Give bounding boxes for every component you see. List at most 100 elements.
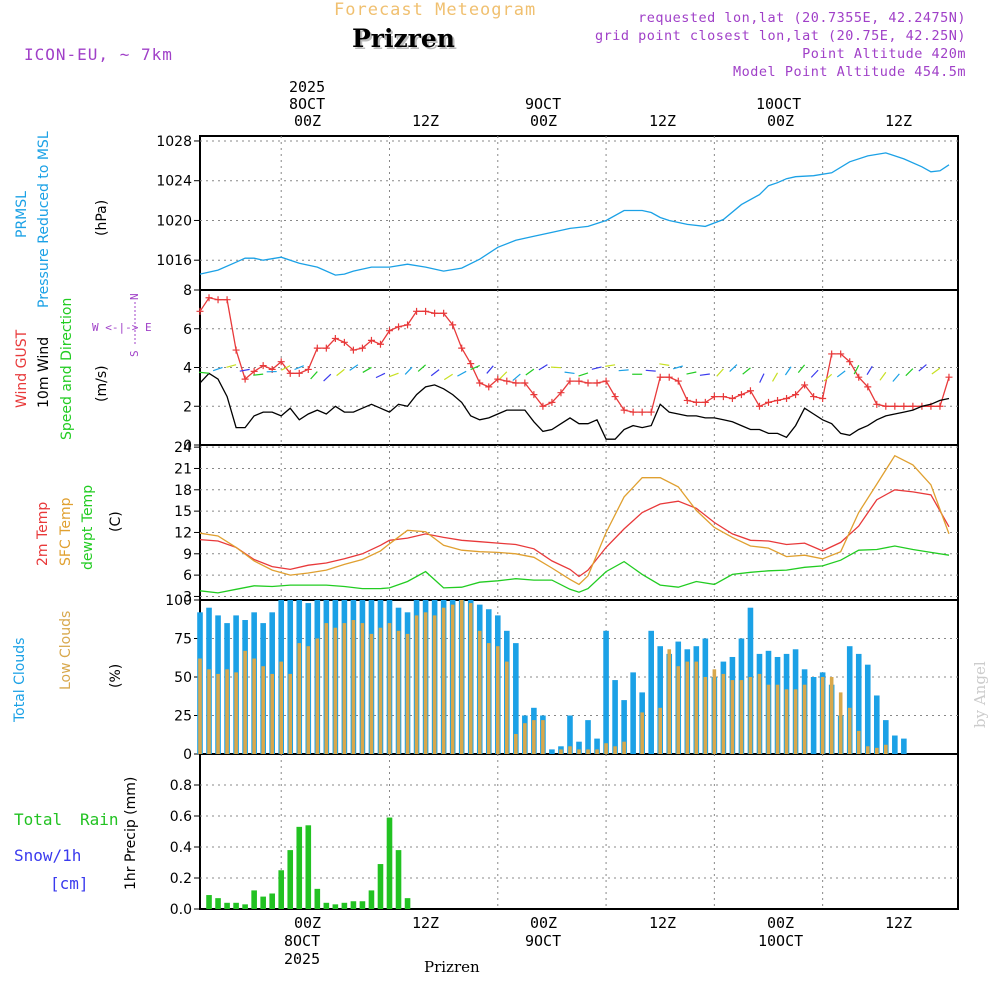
rain-bar bbox=[215, 898, 221, 909]
low-cloud-bar bbox=[324, 623, 329, 754]
gust-marker bbox=[728, 395, 736, 402]
gust-marker bbox=[223, 296, 231, 304]
y-tick-label: 6 bbox=[183, 568, 192, 584]
rain-bar bbox=[278, 870, 285, 909]
gust-marker bbox=[656, 373, 664, 381]
total-cloud-bar bbox=[901, 738, 907, 754]
low-cloud-bar bbox=[784, 689, 789, 754]
y-tick-label: 2 bbox=[183, 399, 192, 415]
wind-direction-arrow bbox=[404, 366, 413, 375]
y-tick-label: 0 bbox=[183, 747, 192, 763]
series-line-dewpt-temp bbox=[199, 545, 950, 594]
wind-direction-arrow bbox=[239, 368, 250, 372]
low-cloud-bar bbox=[450, 604, 455, 754]
low-cloud-bar bbox=[748, 677, 753, 754]
gust-marker bbox=[710, 393, 718, 401]
gust-marker bbox=[196, 307, 204, 315]
low-cloud-bar bbox=[505, 661, 509, 754]
gust-marker bbox=[864, 383, 872, 391]
watermark: by Angel bbox=[971, 661, 989, 728]
low-cloud-bar bbox=[207, 669, 211, 754]
rain-bar bbox=[260, 896, 266, 909]
low-cloud-bar bbox=[369, 633, 374, 754]
rain-bar bbox=[305, 825, 312, 909]
gust-marker bbox=[557, 389, 565, 397]
gust-marker bbox=[286, 369, 294, 377]
y-tick-label: 1020 bbox=[156, 213, 192, 229]
wind-direction-arrow bbox=[362, 366, 372, 373]
wind-direction-arrow bbox=[470, 364, 480, 371]
low-cloud-bar bbox=[703, 677, 708, 754]
gust-marker bbox=[358, 344, 366, 352]
gust-marker bbox=[349, 346, 357, 354]
top-tick-label: 00Z bbox=[767, 112, 795, 130]
gust-marker bbox=[674, 377, 682, 385]
rain-bar bbox=[233, 902, 239, 909]
gust-marker bbox=[548, 398, 556, 406]
requested-coords: requested lon,lat (20.7355E, 42.2475N) bbox=[638, 10, 966, 26]
low-cloud-bar bbox=[342, 623, 347, 754]
series-line-2m-temp bbox=[199, 489, 950, 578]
low-cloud-bar bbox=[514, 733, 518, 754]
gust-marker bbox=[304, 365, 312, 373]
clouds-total-label: Total Clouds bbox=[12, 638, 28, 723]
rain-bar bbox=[404, 898, 411, 909]
low-cloud-bar bbox=[865, 746, 870, 754]
clouds-low-label: Low Clouds bbox=[58, 611, 74, 690]
wind-unit-label: (m/s) bbox=[94, 365, 110, 402]
low-cloud-bar bbox=[712, 669, 717, 754]
gust-marker bbox=[476, 379, 484, 387]
bottom-tick-label: 00Z bbox=[767, 914, 795, 932]
rain-bar bbox=[314, 888, 321, 909]
wind-direction-arrow bbox=[673, 365, 683, 370]
gust-marker bbox=[837, 350, 845, 358]
model-label: ICON-EU, ~ 7km bbox=[24, 45, 173, 64]
wind-direction-arrow bbox=[905, 368, 914, 377]
compass-we-label: W <-|-> E bbox=[92, 321, 152, 334]
wind-gust-label: Wind GUST bbox=[14, 329, 30, 408]
gust-marker bbox=[909, 402, 917, 410]
top-day-label-10oct: 10OCT bbox=[756, 95, 802, 113]
wind-direction-arrow bbox=[310, 371, 318, 380]
bottom-tick-label: 12Z bbox=[885, 914, 913, 932]
y-tick-label: 0 bbox=[183, 438, 192, 454]
wind-direction-arrow bbox=[605, 364, 616, 367]
gust-marker bbox=[232, 346, 240, 354]
wind-direction-arrow bbox=[645, 369, 656, 372]
y-tick-label: 1024 bbox=[156, 174, 192, 190]
gust-marker bbox=[755, 402, 763, 410]
low-cloud-bar bbox=[261, 666, 265, 754]
top-tick-label: 00Z bbox=[530, 112, 558, 130]
wind-direction-arrow bbox=[525, 368, 535, 376]
low-cloud-bar bbox=[270, 673, 274, 754]
wind-direction-arrow bbox=[430, 369, 440, 377]
wind-direction-arrow bbox=[457, 370, 467, 377]
gust-marker bbox=[882, 402, 890, 410]
wind-direction-arrow bbox=[823, 373, 833, 382]
precip-snow-label: Snow/1h bbox=[14, 846, 82, 865]
total-cloud-bar bbox=[603, 630, 609, 754]
top-tick-label: 12Z bbox=[885, 112, 913, 130]
gust-marker bbox=[945, 373, 953, 381]
y-tick-label: 100 bbox=[165, 593, 192, 609]
total-cloud-bar bbox=[612, 680, 618, 754]
low-cloud-bar bbox=[523, 723, 527, 754]
brand-title: Forecast Meteogram bbox=[334, 0, 537, 20]
top-year-label: 2025 bbox=[289, 78, 326, 96]
bottom-caption: Prizren bbox=[424, 958, 480, 976]
y-tick-label: 1016 bbox=[156, 253, 192, 269]
wind-direction-arrow bbox=[686, 371, 697, 375]
gust-marker bbox=[250, 367, 258, 375]
low-cloud-bar bbox=[216, 673, 220, 754]
gust-marker bbox=[521, 379, 529, 387]
gust-marker bbox=[440, 309, 448, 317]
gust-marker bbox=[873, 400, 881, 408]
gust-marker bbox=[765, 398, 772, 406]
gust-marker bbox=[792, 391, 800, 399]
low-cloud-bar bbox=[874, 747, 879, 754]
low-cloud-bar bbox=[622, 741, 626, 754]
total-cloud-bar bbox=[549, 749, 555, 754]
wind-direction-arrow bbox=[578, 372, 589, 377]
precip-total-label: Total bbox=[14, 810, 63, 829]
low-cloud-bar bbox=[613, 746, 617, 754]
